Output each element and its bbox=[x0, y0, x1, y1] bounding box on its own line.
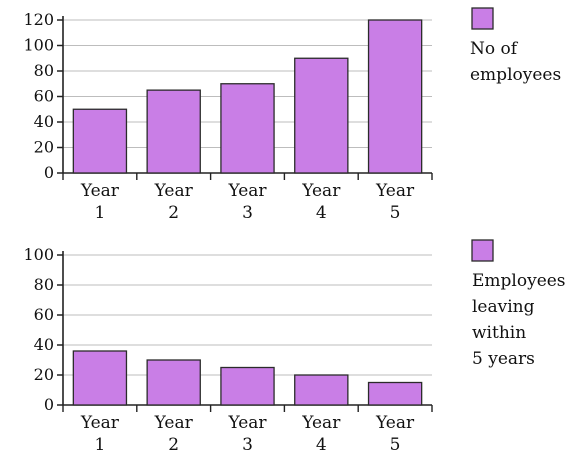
x-tick-label: 2 bbox=[168, 435, 179, 455]
bar bbox=[72, 108, 128, 174]
x-tick-label: Year bbox=[154, 413, 194, 433]
y-tick-label: 0 bbox=[44, 395, 54, 414]
x-tick-label: Year bbox=[80, 181, 120, 201]
bar bbox=[294, 57, 349, 174]
legend-swatch bbox=[471, 239, 494, 262]
bar bbox=[367, 19, 423, 174]
bar bbox=[294, 374, 349, 406]
y-tick-label: 100 bbox=[23, 36, 54, 55]
y-tick-label: 40 bbox=[34, 112, 54, 131]
y-tick-label: 80 bbox=[34, 275, 54, 294]
x-tick-label: 3 bbox=[242, 203, 253, 223]
bar bbox=[220, 83, 275, 174]
x-tick-label: 4 bbox=[316, 435, 327, 455]
chart-2: 020406080100Year1Year2Year3Year4Year5Emp… bbox=[23, 239, 566, 455]
bar bbox=[146, 359, 201, 406]
x-tick-label: Year bbox=[301, 181, 341, 201]
x-tick-label: Year bbox=[375, 413, 415, 433]
y-tick-label: 60 bbox=[34, 305, 54, 324]
x-tick-label: Year bbox=[227, 413, 267, 433]
x-tick-label: Year bbox=[301, 413, 341, 433]
bar bbox=[367, 381, 423, 406]
x-tick-label: Year bbox=[154, 181, 194, 201]
bar bbox=[220, 366, 275, 406]
legend-label: No of bbox=[470, 39, 519, 59]
legend-swatch bbox=[471, 7, 494, 30]
legend-label: Employees bbox=[472, 271, 566, 291]
y-tick-label: 40 bbox=[34, 335, 54, 354]
x-tick-label: Year bbox=[227, 181, 267, 201]
x-tick-label: 5 bbox=[390, 203, 401, 223]
x-tick-label: 1 bbox=[94, 203, 105, 223]
legend-label: employees bbox=[470, 65, 561, 85]
y-tick-label: 100 bbox=[23, 245, 54, 264]
y-tick-label: 0 bbox=[44, 163, 54, 182]
y-tick-label: 20 bbox=[34, 365, 54, 384]
legend-label: within bbox=[472, 323, 526, 343]
y-tick-label: 80 bbox=[34, 61, 54, 80]
x-tick-label: 1 bbox=[94, 435, 105, 455]
y-tick-label: 60 bbox=[34, 87, 54, 106]
x-tick-label: 5 bbox=[390, 435, 401, 455]
x-tick-label: 2 bbox=[168, 203, 179, 223]
x-tick-label: 3 bbox=[242, 435, 253, 455]
x-tick-label: 4 bbox=[316, 203, 327, 223]
chart-1: 020406080100120Year1Year2Year3Year4Year5… bbox=[23, 7, 561, 223]
x-tick-label: Year bbox=[375, 181, 415, 201]
x-tick-label: Year bbox=[80, 413, 120, 433]
y-tick-label: 120 bbox=[23, 10, 54, 29]
legend-label: 5 years bbox=[472, 349, 535, 369]
y-tick-label: 20 bbox=[34, 138, 54, 157]
legend-label: leaving bbox=[472, 297, 535, 317]
bar bbox=[146, 89, 201, 174]
bar bbox=[72, 350, 128, 406]
